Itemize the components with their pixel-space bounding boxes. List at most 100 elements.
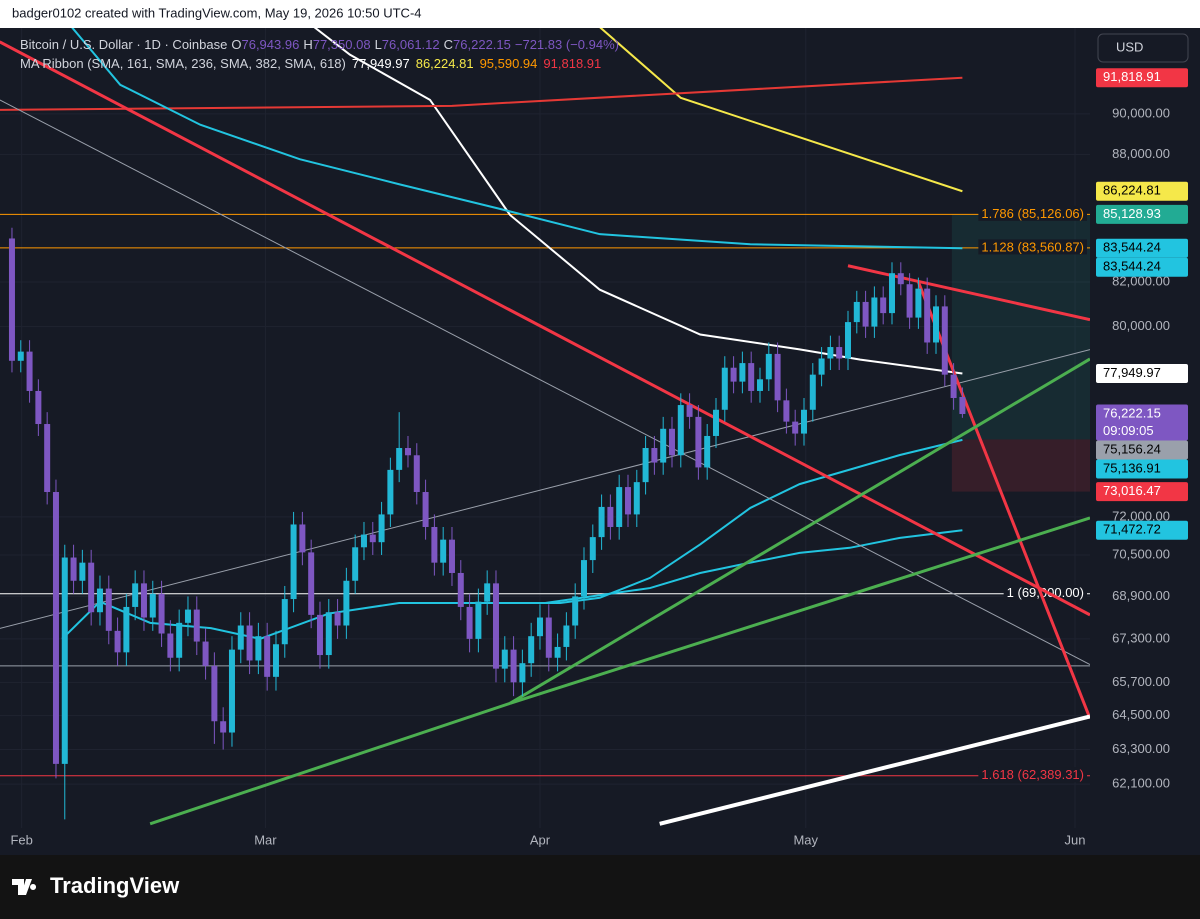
ohlc-value: 76,061.12 xyxy=(382,37,440,52)
candle-body xyxy=(140,583,147,618)
candle-body xyxy=(246,625,253,661)
candle-body xyxy=(704,435,711,468)
price-label xyxy=(1096,440,1188,460)
candle-body xyxy=(360,534,367,548)
candle-body xyxy=(202,641,209,666)
position-loss xyxy=(951,439,1090,492)
candle-body xyxy=(299,524,306,553)
candle-body xyxy=(536,617,543,637)
price-label xyxy=(1096,363,1188,383)
candle-body xyxy=(686,405,693,417)
candle-body xyxy=(378,514,385,543)
line xyxy=(847,264,1090,322)
candle-body xyxy=(484,583,491,602)
candle-body xyxy=(466,606,473,639)
candle-body xyxy=(880,297,887,314)
level-label: 1.786 (85,126.06) xyxy=(981,206,1084,221)
price-axis: 90,000.00 88,000.00 82,000.00 80,000.00 72,0… xyxy=(1096,68,1188,791)
credit: badger0102 created with TradingView.com,… xyxy=(12,5,422,20)
candle-body xyxy=(580,560,587,597)
candle-body xyxy=(220,721,227,733)
candle-body xyxy=(598,506,605,538)
candle-body xyxy=(237,625,244,650)
candle-body xyxy=(844,322,851,359)
line xyxy=(149,701,511,826)
line xyxy=(509,516,1090,705)
price-label xyxy=(1096,404,1188,441)
price-label xyxy=(1096,459,1188,479)
candle-body xyxy=(712,409,719,436)
price-label xyxy=(1096,238,1188,258)
ohlc-value: 77,350.08 xyxy=(313,37,371,52)
candle-body xyxy=(748,363,755,391)
candle-body xyxy=(272,644,279,677)
candle-body xyxy=(255,636,262,661)
price-label-text: 75,156.24 xyxy=(1103,441,1161,456)
indicator-title: MA Ribbon (SMA, 161, SMA, 236, SMA, 382,… xyxy=(20,56,346,71)
price-label xyxy=(1096,520,1188,540)
line xyxy=(0,349,1090,629)
currency-button[interactable] xyxy=(1097,33,1189,63)
line xyxy=(545,529,963,604)
candle-body xyxy=(950,374,957,398)
candle-body xyxy=(96,588,103,613)
line xyxy=(61,438,963,640)
candle-body xyxy=(334,612,341,626)
candle-body xyxy=(369,534,376,543)
currency[interactable]: USD xyxy=(1116,39,1143,54)
ohlc-key: C xyxy=(444,37,453,52)
candle-body xyxy=(325,612,332,656)
candle-body xyxy=(457,572,464,607)
indicator-legend: MA Ribbon (SMA, 161, SMA, 236, SMA, 382,… xyxy=(20,56,601,71)
candle-body xyxy=(343,580,350,626)
price-label-text: 85,128.93 xyxy=(1103,206,1161,221)
chart-background xyxy=(0,28,1200,855)
change: −721.83 (−0.94%) xyxy=(515,37,619,52)
ohlc-key: L xyxy=(375,37,382,52)
price-label-text: 83,544.24 xyxy=(1103,240,1161,255)
candle-body xyxy=(61,557,68,764)
candle-body xyxy=(519,663,526,683)
candle-body xyxy=(501,649,508,669)
y-tick-label: 82,000.00 xyxy=(1112,273,1170,288)
y-tick-label: 63,300.00 xyxy=(1112,741,1170,756)
candle-body xyxy=(352,547,359,581)
candle-body xyxy=(695,416,702,468)
candle-body xyxy=(88,562,95,613)
candle-body xyxy=(528,636,535,664)
candle-body xyxy=(123,606,130,653)
candle-body xyxy=(396,448,403,470)
level-label: 1.618 (62,389.31) xyxy=(981,767,1084,782)
candle-body xyxy=(387,469,394,515)
candle-body xyxy=(651,448,658,463)
x-tick-label: Apr xyxy=(530,832,551,847)
candle-body xyxy=(624,487,631,515)
level-label-bg xyxy=(978,767,1087,783)
ohlc-value: 76,222.15 xyxy=(453,37,511,52)
price-timer: 09:09:05 xyxy=(1103,423,1154,438)
level-label-bg xyxy=(978,239,1087,255)
candle-body xyxy=(563,625,570,647)
price-label xyxy=(1096,68,1188,88)
candle-body xyxy=(633,482,640,515)
candle-body xyxy=(492,583,499,669)
candle-body xyxy=(440,539,447,563)
x-tick-label: Feb xyxy=(10,832,32,847)
candle-body xyxy=(35,390,42,425)
candle-body xyxy=(431,526,438,563)
candle-body xyxy=(888,273,895,314)
price-label xyxy=(1096,482,1188,502)
y-tick-label: 70,500.00 xyxy=(1112,546,1170,561)
y-tick-label: 65,700.00 xyxy=(1112,674,1170,689)
logo-mark xyxy=(12,879,37,895)
plot: 1.786 (85,126.06)1.128 (83,560.87)1 (69,… xyxy=(0,28,1090,828)
indicator-value: 91,818.91 xyxy=(543,56,601,71)
candle-body xyxy=(264,636,271,677)
level-label: 1.128 (83,560.87) xyxy=(981,239,1084,254)
candle-body xyxy=(572,596,579,626)
candle-body xyxy=(730,367,737,382)
candle-body xyxy=(8,238,15,361)
candle-body xyxy=(26,351,33,391)
candle-body xyxy=(149,593,156,618)
